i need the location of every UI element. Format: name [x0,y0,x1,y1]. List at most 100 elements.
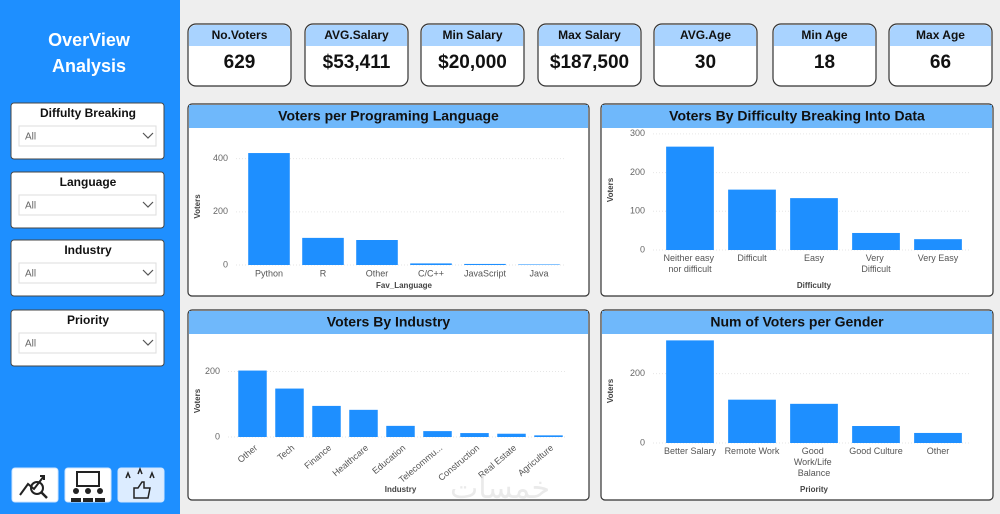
kpi-label: AVG.Age [680,28,731,42]
bar [464,263,506,265]
y-tick-label: 0 [640,437,645,447]
dropdown-chevron [142,339,154,346]
x-tick-label: C/C++ [418,268,444,278]
bar [356,240,398,265]
y-tick-label: 300 [630,128,645,138]
chart-header [189,311,588,334]
filter-dropdown[interactable] [18,262,157,284]
kpi-header [539,25,640,46]
bar [302,237,344,265]
kpi-value: 18 [814,52,835,73]
bar [275,388,304,437]
nav-glyph [73,488,79,494]
x-tick-label: Difficult [737,253,767,263]
x-tick-label: Java [529,268,548,278]
kpi-value: $53,411 [323,52,391,73]
x-tick-label: Remote Work [725,446,780,456]
watermark: خمسات [450,472,550,505]
filter-dropdown[interactable] [18,125,157,147]
y-tick-label: 200 [630,167,645,177]
x-tick-label: Better Salary [664,446,717,456]
chart-panel [187,309,590,501]
filter-value: All [25,132,36,143]
bar [312,405,341,437]
bar [728,189,776,250]
y-tick-label: 0 [223,259,228,269]
kpi-value: 30 [695,52,716,73]
y-tick-label: 0 [640,244,645,254]
chart-title: Voters By Difficulty Breaking Into Data [669,108,925,124]
chart-header [602,311,992,334]
kpi-label: Min Age [801,28,848,42]
filter-dropdown[interactable] [18,332,157,354]
kpi-value: 629 [224,52,256,73]
x-tick-label: JavaScript [464,268,507,278]
x-tick-label: Neither easy nor difficult [663,253,716,274]
bar [728,399,776,443]
sidebar-title: Analysis [52,56,126,76]
filter-label: Diffulty Breaking [40,106,136,120]
dropdown-chevron [142,201,154,208]
filter-label: Priority [67,313,109,327]
bar [666,340,714,443]
bar [534,435,563,437]
kpi-label: AVG.Salary [324,28,389,42]
x-tick-label: Good Culture [849,446,903,456]
kpi-header [655,25,756,46]
kpi-value: $187,500 [550,52,629,73]
bar [349,409,378,437]
x-tick-label: Easy [804,253,825,263]
y-tick-label: 400 [213,153,228,163]
filter-dropdown[interactable] [18,194,157,216]
x-axis-title: Difficulty [797,281,832,290]
chart-header [189,105,588,128]
kpi-header [189,25,290,46]
x-tick-label: R [320,268,327,278]
chart-title: Voters per Programing Language [278,108,499,124]
bar [423,431,452,437]
bar [790,198,838,250]
nav-icon[interactable] [64,467,112,503]
nav-glyph [40,491,48,499]
y-tick-label: 200 [213,206,228,216]
kpi-label: Min Salary [442,28,502,42]
kpi-value: 66 [930,52,951,73]
filter-value: All [25,269,36,280]
x-axis-title: Fav_Language [376,281,433,290]
bar [518,264,560,265]
kpi-label: Max Age [916,28,965,42]
bar [386,425,415,437]
kpi-value: $20,000 [438,52,507,73]
nav-glyph [85,488,91,494]
y-tick-label: 200 [630,368,645,378]
bar [460,433,489,437]
y-tick-label: 200 [205,366,220,376]
x-tick-label: Very Difficult [861,253,891,274]
nav-glyph [30,481,44,495]
filter-value: All [25,201,36,212]
bar [410,263,452,265]
y-axis-title: Voters [606,378,615,403]
x-tick-label: Other [366,268,389,278]
bar [914,239,962,250]
x-tick-label: Other [927,446,950,456]
nav-button[interactable] [11,467,59,503]
y-axis-title: Voters [606,177,615,202]
nav-glyph [133,481,151,499]
x-axis-title: Priority [800,485,829,494]
dropdown-chevron [142,132,154,139]
kpi-header [774,25,875,46]
bar [790,403,838,443]
bar [852,232,900,250]
nav-icon[interactable] [117,466,165,503]
filter-label: Industry [64,243,112,257]
nav-glyph [97,488,103,494]
kpi-label: Max Salary [558,28,621,42]
filter-value: All [25,339,36,350]
x-tick-label: Very Easy [918,253,959,263]
bar [914,432,962,443]
nav-icon[interactable] [11,467,59,503]
kpi-header [422,25,523,46]
y-axis-title: Voters [193,194,202,219]
